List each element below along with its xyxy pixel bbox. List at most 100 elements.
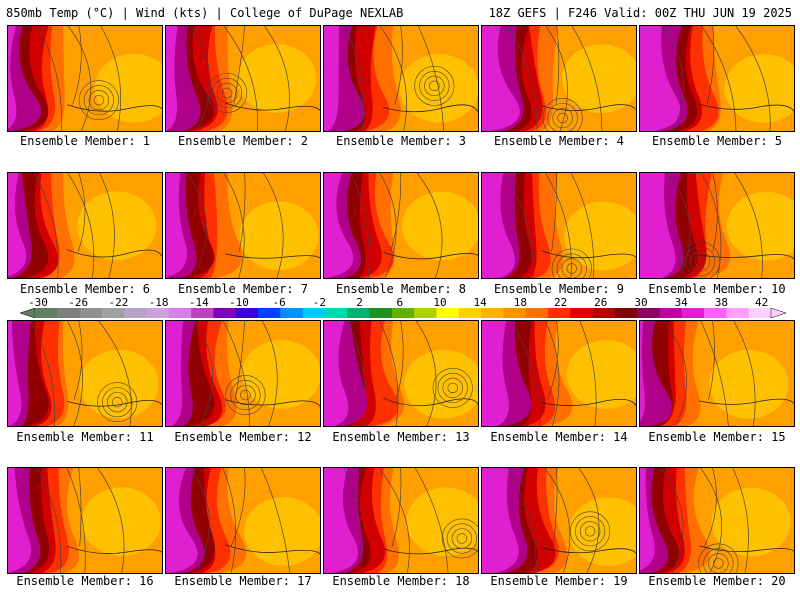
ensemble-member-label: Ensemble Member: 6 [19,282,151,296]
colorbar-segment [547,308,571,318]
ensemble-member-label: Ensemble Member: 10 [648,282,786,296]
colorbar-segment [659,308,683,318]
ensemble-map-panel [165,467,321,574]
ensemble-member-label: Ensemble Member: 5 [651,134,783,148]
colorbar-tick-label: 26 [594,296,608,309]
colorbar-tick-label: -18 [148,296,169,309]
header-right-title: 18Z GEFS | F246 Valid: 00Z THU JUN 19 20… [488,6,792,20]
ensemble-member-label: Ensemble Member: 7 [177,282,309,296]
ensemble-map-panel [7,25,163,132]
ensemble-map-panel [481,25,637,132]
temperature-map [166,26,320,131]
colorbar-tick-label: 2 [356,296,363,309]
colorbar-tick-label: 34 [674,296,688,309]
colorbar-segment [525,308,549,318]
ensemble-map-panel [323,172,479,279]
colorbar-left-arrow [20,308,36,318]
colorbar-segment [414,308,437,318]
colorbar-segment [369,308,393,318]
colorbar-tick-label: 22 [553,296,568,309]
colorbar-segment [35,308,58,318]
temperature-map [640,26,794,131]
temperature-map [324,26,478,131]
temperature-map [8,321,162,426]
colorbar-segment [436,308,460,318]
ensemble-map-panel [323,467,479,574]
colorbar-segment [592,308,616,318]
colorbar-tick-label: -22 [108,296,129,309]
ensemble-member-label: Ensemble Member: 9 [493,282,625,296]
colorbar-segment [280,308,304,318]
ensemble-member-label: Ensemble Member: 13 [332,430,470,444]
colorbar-segment [324,308,348,318]
colorbar-segment [637,308,660,318]
colorbar-segment [213,308,237,318]
colorbar-graphic [20,308,786,318]
colorbar-tick-label: -10 [229,296,249,309]
colorbar-tick-label: -30 [28,296,48,309]
ensemble-member-label: Ensemble Member: 2 [177,134,309,148]
ensemble-map-panel [639,172,795,279]
temperature-map [482,321,636,426]
temperature-map [8,26,162,131]
colorbar-tick-label: 42 [754,296,769,309]
colorbar-segment [302,308,326,318]
colorbar-segment [168,308,192,318]
temperature-map [324,173,478,278]
temperature-map [640,173,794,278]
temperature-map [166,173,320,278]
colorbar-segment [191,308,214,318]
temperature-map [482,26,636,131]
ensemble-map-panel [7,172,163,279]
ensemble-member-label: Ensemble Member: 16 [16,574,154,588]
ensemble-map-panel [165,320,321,427]
ensemble-map-panel [481,172,637,279]
colorbar-segment [124,308,148,318]
colorbar-segment [726,308,750,318]
colorbar-segment [704,308,727,318]
colorbar-segment [146,308,170,318]
colorbar-segment [748,308,772,318]
ensemble-member-label: Ensemble Member: 11 [16,430,154,444]
temperature-map [8,173,162,278]
temperature-map [640,468,794,573]
colorbar-segment [57,308,81,318]
temperature-map [640,321,794,426]
colorbar-tick-label: 30 [634,296,648,309]
ensemble-map-panel [481,467,637,574]
ensemble-member-label: Ensemble Member: 14 [490,430,628,444]
colorbar-tick-label: 38 [714,296,729,309]
ensemble-member-label: Ensemble Member: 19 [490,574,628,588]
ensemble-map-panel [639,25,795,132]
colorbar-segment [101,308,125,318]
colorbar-segment [391,308,415,318]
temperature-map [482,173,636,278]
temperature-map [8,468,162,573]
ensemble-map-panel [639,467,795,574]
ensemble-member-label: Ensemble Member: 12 [174,430,312,444]
colorbar-tick-label: -2 [312,296,327,309]
colorbar-tick-label: -14 [188,296,209,309]
colorbar-segment [458,308,482,318]
ensemble-member-label: Ensemble Member: 15 [648,430,786,444]
header-left-title: 850mb Temp (°C) | Wind (kts) | College o… [6,6,404,20]
ensemble-map-panel [165,25,321,132]
colorbar-tick-label: 14 [473,296,487,309]
colorbar-segment [258,308,281,318]
ensemble-member-label: Ensemble Member: 1 [19,134,151,148]
colorbar-right-arrow [770,308,786,318]
temperature-map [324,321,478,426]
colorbar-segment [681,308,705,318]
colorbar-segment [614,308,638,318]
colorbar-segment [503,308,527,318]
ensemble-member-label: Ensemble Member: 18 [332,574,470,588]
ensemble-map-panel [165,172,321,279]
colorbar-tick-label: 6 [396,296,404,309]
ensemble-map-panel [481,320,637,427]
colorbar-segment [481,308,504,318]
temperature-colorbar [20,308,786,318]
colorbar-segment [79,308,103,318]
temperature-map [324,468,478,573]
colorbar-tick-label: -26 [68,296,89,309]
ensemble-map-panel [323,25,479,132]
